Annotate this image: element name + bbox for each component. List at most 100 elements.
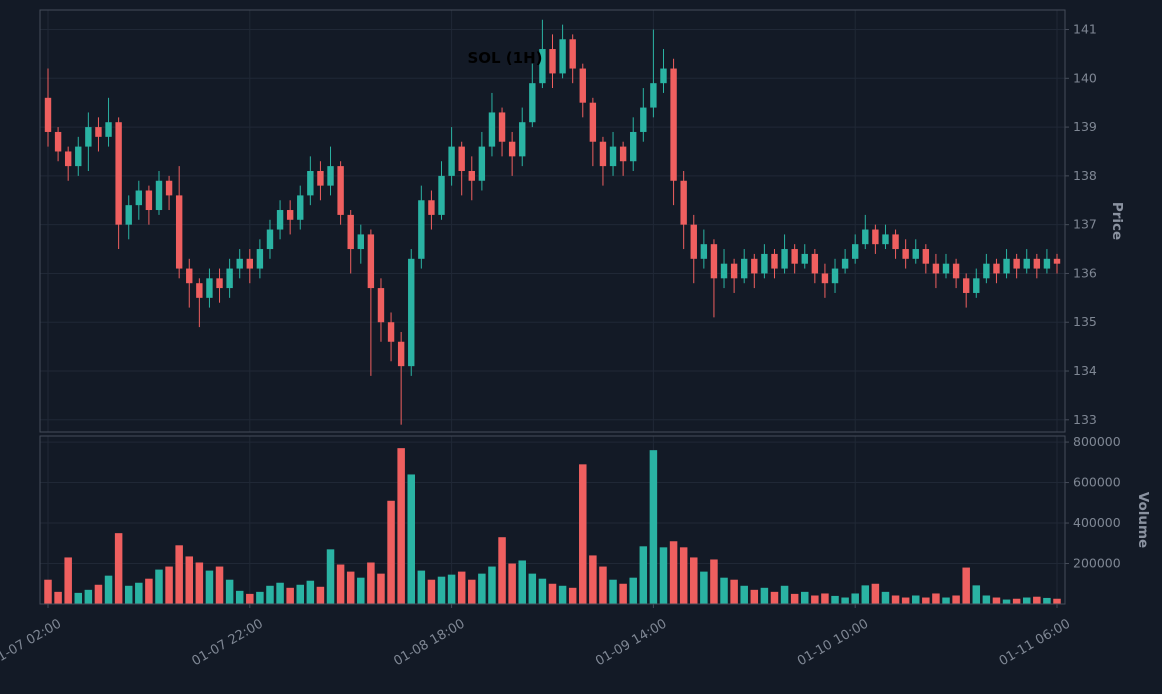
price-tick-label: 140 bbox=[1073, 70, 1097, 85]
volume-bar bbox=[1053, 598, 1061, 604]
candle-body bbox=[276, 210, 284, 230]
volume-bar bbox=[417, 570, 426, 604]
volume-bar bbox=[1043, 597, 1051, 604]
volume-bar bbox=[74, 592, 83, 604]
candle-body bbox=[317, 170, 324, 186]
volume-bar bbox=[205, 570, 214, 604]
volume-bar bbox=[377, 573, 385, 604]
candle-body bbox=[690, 224, 697, 259]
volume-bar bbox=[700, 571, 708, 604]
volume-bar bbox=[942, 597, 950, 604]
candle-body bbox=[478, 146, 486, 181]
volume-bar bbox=[659, 547, 668, 604]
candle-body bbox=[751, 258, 758, 274]
volume-panel-border bbox=[39, 435, 1066, 605]
candle-body bbox=[781, 249, 788, 269]
candle-body bbox=[811, 253, 819, 274]
volume-bar bbox=[932, 593, 940, 604]
volume-bar bbox=[104, 575, 113, 604]
price-axis-title: Price bbox=[1109, 202, 1125, 240]
candle-body bbox=[791, 249, 798, 264]
volume-bar bbox=[124, 585, 133, 604]
volume-bar bbox=[165, 566, 173, 604]
volume-bar bbox=[276, 582, 284, 604]
volume-bar bbox=[447, 574, 456, 604]
price-tick-label: 138 bbox=[1073, 168, 1097, 183]
volume-bar bbox=[881, 591, 890, 604]
candle-body bbox=[428, 200, 435, 215]
candle-body bbox=[115, 122, 122, 225]
volume-bar bbox=[296, 584, 304, 604]
candle-body bbox=[347, 214, 354, 250]
volume-bar bbox=[346, 571, 355, 604]
volume-bar bbox=[145, 578, 153, 604]
volume-bar bbox=[972, 585, 981, 604]
volume-bar bbox=[861, 585, 870, 604]
volume-bar bbox=[760, 587, 769, 604]
candle-body bbox=[619, 146, 627, 162]
candle-body bbox=[640, 107, 647, 132]
volume-bar bbox=[639, 546, 648, 604]
candle-body bbox=[559, 39, 566, 74]
candle-body bbox=[973, 278, 980, 293]
candle-body bbox=[266, 229, 274, 250]
volume-bar bbox=[579, 464, 587, 604]
volume-tick-label: 800000 bbox=[1073, 434, 1121, 449]
candle-body bbox=[448, 146, 455, 176]
volume-bar bbox=[851, 593, 859, 604]
volume-bar bbox=[962, 567, 970, 604]
volume-bar bbox=[982, 595, 991, 604]
volume-bar bbox=[538, 578, 547, 604]
price-tick-label: 134 bbox=[1073, 363, 1097, 378]
volume-bar bbox=[54, 591, 62, 604]
volume-bar bbox=[720, 577, 728, 604]
volume-bar bbox=[367, 562, 375, 604]
candle-body bbox=[54, 131, 62, 152]
volume-bar bbox=[821, 593, 829, 604]
candle-body bbox=[155, 180, 163, 211]
chart-title: SOL (1H) bbox=[467, 49, 542, 67]
volume-bar bbox=[649, 450, 658, 604]
candle-body bbox=[962, 278, 970, 293]
candle-body bbox=[236, 258, 243, 269]
candle-body bbox=[1043, 258, 1051, 269]
volume-bar bbox=[518, 560, 526, 604]
volume-bar bbox=[44, 579, 52, 604]
candle-body bbox=[468, 170, 475, 181]
candle-body bbox=[579, 68, 586, 103]
volume-bar bbox=[427, 579, 436, 604]
candle-body bbox=[498, 112, 506, 142]
candle-body bbox=[165, 180, 173, 196]
candle-body bbox=[932, 263, 940, 274]
volume-bar bbox=[256, 591, 264, 604]
volume-bar bbox=[195, 562, 204, 604]
volume-bar bbox=[891, 595, 900, 604]
candle-body bbox=[226, 268, 233, 289]
volume-bar bbox=[185, 556, 194, 604]
volume-bar bbox=[94, 584, 103, 604]
candle-body bbox=[942, 263, 950, 274]
price-tick-label: 135 bbox=[1073, 314, 1097, 329]
candle-body bbox=[135, 190, 143, 206]
candle-body bbox=[175, 195, 183, 269]
candle-body bbox=[700, 244, 708, 259]
volume-bar bbox=[64, 557, 72, 604]
candle-body bbox=[630, 131, 637, 162]
volume-tick-label: 400000 bbox=[1073, 515, 1121, 530]
candle-body bbox=[720, 263, 728, 279]
volume-bar bbox=[841, 597, 849, 604]
candle-body bbox=[75, 146, 82, 167]
volume-bar bbox=[437, 576, 446, 604]
candle-body bbox=[680, 180, 687, 225]
volume-bar bbox=[901, 597, 910, 604]
candle-body bbox=[710, 244, 718, 279]
candle-body bbox=[519, 122, 526, 157]
candle-body bbox=[670, 68, 677, 181]
candle-body bbox=[95, 127, 102, 137]
volume-bar bbox=[679, 547, 688, 604]
volume-bar bbox=[528, 573, 537, 604]
candle-body bbox=[549, 49, 556, 74]
volume-bar bbox=[911, 595, 920, 604]
volume-bar bbox=[780, 585, 789, 604]
